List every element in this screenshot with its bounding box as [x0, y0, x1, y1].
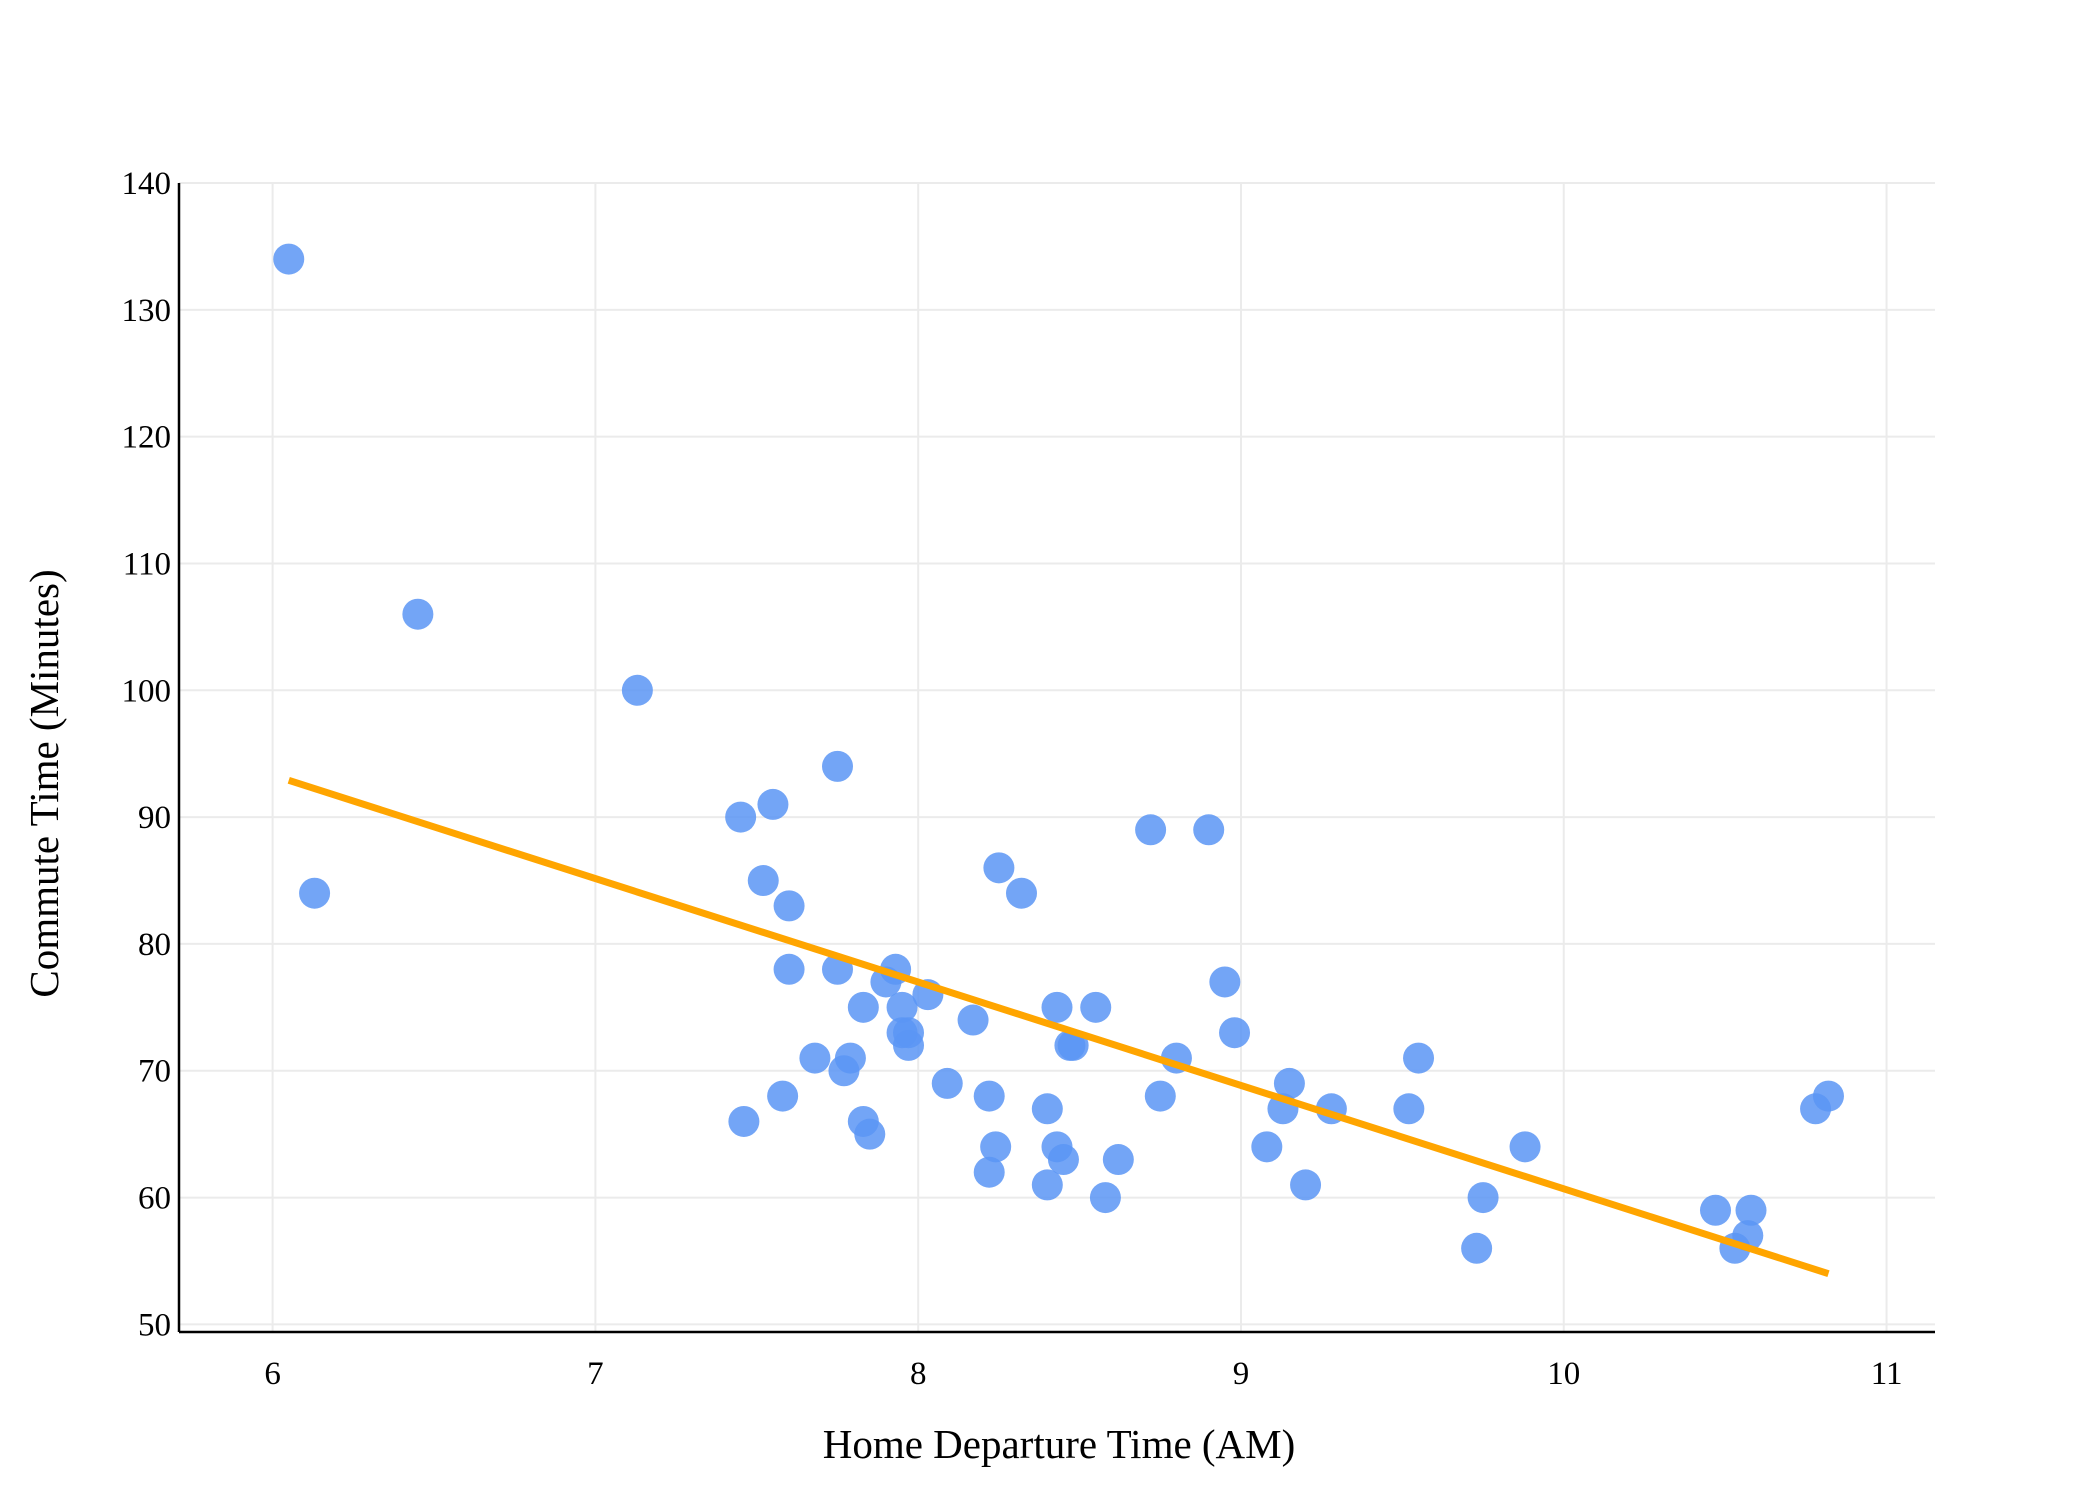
scatter-point	[886, 991, 918, 1023]
scatter-point	[1219, 1017, 1251, 1049]
scatter-point	[1193, 814, 1225, 846]
scatter-point	[1735, 1194, 1767, 1226]
y-tick-label: 60	[138, 1181, 171, 1217]
scatter-point	[1251, 1131, 1283, 1163]
scatter-point	[1393, 1093, 1425, 1125]
scatter-point	[983, 852, 1015, 884]
x-tick-label: 6	[264, 1356, 281, 1392]
scatter-point	[834, 1042, 866, 1074]
scatter-point	[1005, 877, 1037, 909]
scatter-point	[893, 1029, 925, 1061]
y-tick-label: 70	[138, 1054, 171, 1090]
scatter-point	[757, 788, 789, 820]
x-tick-label: 11	[1871, 1356, 1903, 1392]
scatter-point	[1700, 1194, 1731, 1226]
axis-layer	[177, 183, 1935, 1334]
data-layer	[273, 243, 1844, 1277]
scatter-point	[1509, 1131, 1541, 1163]
scatter-point	[747, 865, 779, 897]
scatter-point	[1135, 814, 1167, 846]
scatter-point	[273, 243, 305, 275]
scatter-point	[1041, 991, 1073, 1023]
scatter-point	[1812, 1080, 1844, 1112]
y-tick-label: 140	[122, 166, 172, 202]
scatter-point	[299, 877, 331, 909]
scatter-point	[854, 1118, 886, 1150]
scatter-point	[1089, 1182, 1121, 1214]
scatter-point	[1209, 966, 1241, 998]
y-tick-label: 110	[123, 546, 171, 582]
scatter-point	[1290, 1169, 1322, 1201]
scatter-point	[931, 1067, 963, 1099]
scatter-point	[1144, 1080, 1176, 1112]
scatter-point	[980, 1131, 1012, 1163]
scatter-point	[799, 1042, 831, 1074]
scatter-point	[1102, 1144, 1134, 1176]
grid-layer	[179, 182, 1935, 1332]
y-tick-label: 130	[122, 293, 172, 329]
x-tick-label: 8	[910, 1356, 927, 1392]
scatter-point	[773, 953, 805, 985]
scatter-point	[957, 1004, 989, 1036]
scatter-point	[1467, 1182, 1499, 1214]
scatter-point	[621, 674, 653, 706]
scatter-point	[973, 1080, 1005, 1112]
scatter-point	[1031, 1093, 1063, 1125]
scatter-point	[728, 1105, 760, 1137]
scatter-point	[1273, 1067, 1305, 1099]
y-axis-title: Commute Time (Minutes)	[21, 569, 67, 997]
scatter-point	[847, 991, 879, 1023]
scatter-point	[773, 890, 805, 922]
y-tick-label: 50	[138, 1307, 171, 1343]
x-tick-label: 9	[1233, 1356, 1250, 1392]
scatter-point	[822, 750, 853, 782]
y-tick-label: 100	[122, 673, 172, 709]
scatter-point	[402, 598, 434, 630]
scatter-point	[1403, 1042, 1435, 1074]
scatter-point	[1080, 991, 1112, 1023]
scatter-point	[1031, 1169, 1063, 1201]
y-tick-label: 120	[122, 420, 172, 456]
scatter-point	[973, 1156, 1005, 1188]
y-tick-label: 90	[138, 800, 171, 836]
scatter-point	[1047, 1144, 1079, 1176]
scatter-point	[767, 1080, 799, 1112]
scatter-point	[1461, 1232, 1493, 1264]
x-tick-label: 10	[1547, 1356, 1580, 1392]
tick-label-layer: 6 7 8 9 10 11 50 60 70 80 90 100 110 120 130 140	[122, 166, 1903, 1392]
trend-line	[287, 776, 1830, 1277]
x-tick-label: 7	[587, 1356, 604, 1392]
x-axis-title: Home Departure Time (AM)	[823, 1421, 1296, 1467]
scatter-point	[725, 801, 757, 833]
y-tick-label: 80	[138, 927, 171, 963]
